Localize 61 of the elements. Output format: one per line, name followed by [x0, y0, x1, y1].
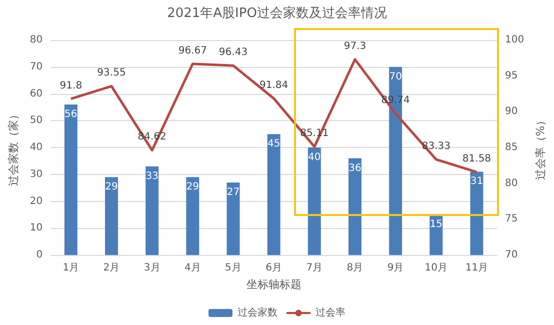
y-tick-label: 50	[30, 115, 43, 126]
data-label: 45	[267, 138, 280, 150]
data-label: 91.84	[260, 80, 288, 91]
bar	[267, 134, 280, 255]
bar	[146, 166, 159, 255]
data-label: 81.58	[462, 154, 492, 165]
x-tick-label: 11月	[465, 262, 488, 274]
data-label: 96.43	[218, 47, 248, 58]
x-tick-label: 3月	[144, 262, 160, 274]
bar	[105, 177, 118, 255]
bar	[64, 104, 78, 255]
y-tick-label: 60	[30, 88, 43, 100]
x-tick-label: 5月	[225, 262, 242, 274]
data-label: 29	[186, 182, 200, 193]
bar	[470, 172, 484, 255]
chart-title: 2021年A股IPO过会家数及过会率情况	[167, 5, 387, 21]
data-label: 15	[430, 219, 443, 230]
y2-tick-label: 95	[505, 70, 518, 82]
data-label: 97.3	[344, 40, 366, 52]
y2-tick-label: 100	[505, 34, 524, 46]
bar	[226, 182, 240, 255]
data-label: 56	[64, 109, 78, 120]
y2-axis-title: 过会率（%）	[534, 114, 547, 180]
legend-label: 过会家数	[238, 306, 278, 318]
x-tick-label: 9月	[387, 262, 404, 274]
y2-tick-label: 75	[505, 214, 518, 225]
data-label: 36	[348, 162, 362, 174]
data-label: 91.8	[60, 80, 82, 92]
y-axis-title: 过会家数（家）	[7, 109, 20, 186]
data-label: 89.74	[381, 95, 410, 106]
bar	[348, 158, 362, 255]
y-tick-label: 20	[30, 196, 43, 207]
x-tick-label: 4月	[184, 262, 201, 274]
data-label: 31	[470, 176, 484, 188]
x-tick-label: 2月	[103, 262, 120, 274]
data-label: 93.55	[97, 68, 126, 79]
y2-tick-label: 85	[505, 142, 518, 153]
data-label: 29	[105, 182, 118, 193]
data-label: 27	[226, 186, 240, 198]
y-tick-label: 10	[30, 222, 43, 234]
y2-tick-label: 80	[505, 178, 518, 189]
bar	[308, 148, 321, 255]
data-label: 70	[389, 71, 402, 82]
y-tick-label: 0	[36, 250, 43, 260]
data-label: 33	[146, 170, 158, 182]
data-label: 40	[308, 152, 321, 163]
y-tick-label: 30	[30, 168, 43, 180]
y2-tick-label: 90	[505, 106, 518, 118]
y-tick-label: 40	[30, 142, 43, 153]
x-tick-label: 1月	[62, 262, 80, 274]
data-label: 96.67	[178, 45, 207, 56]
y2-tick-label: 70	[505, 250, 518, 260]
x-axis-title: 坐标轴标题	[246, 278, 302, 291]
bar	[186, 177, 200, 255]
x-tick-label: 10月	[424, 262, 448, 274]
x-tick-label: 7月	[306, 262, 323, 274]
x-tick-label: 8月	[346, 262, 364, 274]
x-tick-label: 6月	[266, 262, 282, 274]
y-tick-label: 70	[30, 61, 43, 72]
legend-label: 过会率	[316, 306, 346, 318]
y-tick-label: 80	[30, 34, 43, 46]
